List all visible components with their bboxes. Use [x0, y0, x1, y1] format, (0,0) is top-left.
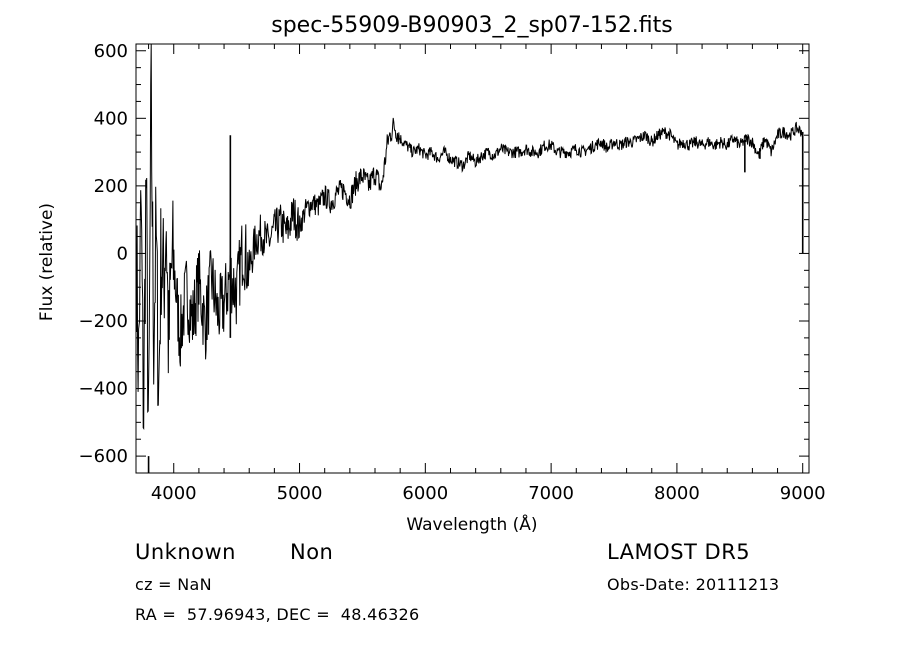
x-tick-label: 5000: [277, 483, 323, 504]
object-type: Unknown: [135, 540, 236, 564]
plot-border: [135, 43, 810, 474]
object-subclass: Non: [290, 540, 334, 564]
chart-title: spec-55909-B90903_2_sp07-152.fits: [271, 13, 673, 38]
y-tick-label: 200: [94, 176, 128, 197]
y-tick-label: 0: [117, 243, 128, 264]
survey-name: LAMOST DR5: [607, 540, 751, 564]
x-tick-label: 9000: [780, 483, 826, 504]
plot-frame: [135, 43, 810, 474]
observation-date: Obs-Date: 20111213: [607, 575, 780, 594]
x-tick-label: 4000: [151, 483, 197, 504]
y-tick-label: 400: [94, 108, 128, 129]
y-tick-label: 600: [94, 41, 128, 62]
tick-labels: 4000 5000 6000 7000 8000 9000 −600 −400 −200 0 200…: [79, 41, 826, 504]
x-axis-label: Wavelength (Å): [406, 513, 537, 535]
ra-dec-coordinates: RA = 57.96943, DEC = 48.46326: [135, 605, 420, 624]
y-tick-label: −200: [79, 311, 128, 332]
y-tick-label: −400: [79, 379, 128, 400]
y-tick-label: −600: [79, 446, 128, 467]
redshift-cz: cz = NaN: [135, 575, 212, 594]
x-tick-label: 6000: [402, 483, 448, 504]
x-tick-label: 7000: [528, 483, 574, 504]
x-tick-label: 8000: [654, 483, 700, 504]
spectrum-line-group: [136, 43, 804, 473]
y-axis-label: Flux (relative): [37, 203, 57, 321]
spectrum-line: [136, 43, 803, 430]
axis-ticks: [136, 44, 809, 473]
